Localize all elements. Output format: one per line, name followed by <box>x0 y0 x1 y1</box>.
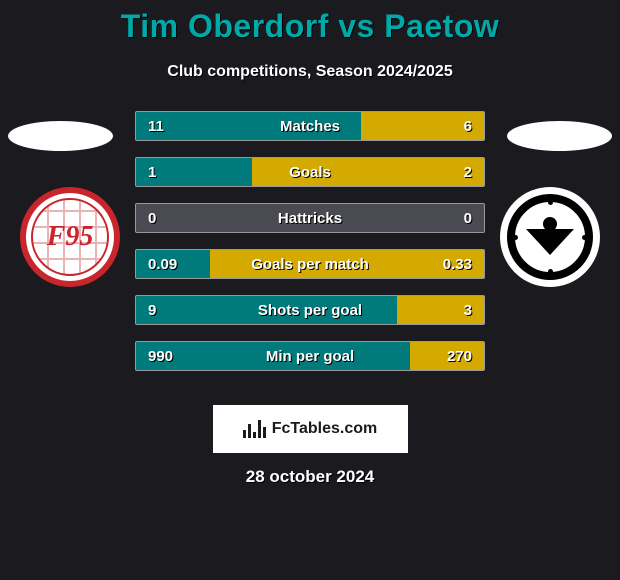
preussen-crest <box>500 187 600 287</box>
stat-bar: 1 2 Goals <box>135 157 485 187</box>
player-left-oval <box>8 121 113 151</box>
stat-bar: 9 3 Shots per goal <box>135 295 485 325</box>
stat-bar: 0.09 0.33 Goals per match <box>135 249 485 279</box>
stat-value-left: 9 <box>148 302 156 319</box>
bars-icon <box>243 420 266 438</box>
page-title: Tim Oberdorf vs Paetow <box>0 0 620 45</box>
stat-value-left: 0 <box>148 210 156 227</box>
stat-label: Matches <box>280 118 340 135</box>
stat-value-left: 990 <box>148 348 173 365</box>
stat-value-right: 6 <box>464 118 472 135</box>
player-right-oval <box>507 121 612 151</box>
stat-value-left: 11 <box>148 118 164 135</box>
fctables-text: FcTables.com <box>272 420 378 438</box>
stat-label: Hattricks <box>278 210 342 227</box>
stat-bars: 11 6 Matches 1 2 Goals 0 0 Hattricks 0.09 0.33 Goal… <box>135 111 485 387</box>
comparison-panel: F95 11 6 Matches 1 2 Goals 0 0 Hattricks 0.09 0.33… <box>0 111 620 381</box>
stat-value-right: 2 <box>464 164 472 181</box>
stat-label: Goals <box>289 164 331 181</box>
fortuna-crest-text: F95 <box>47 221 94 253</box>
fctables-badge[interactable]: FcTables.com <box>213 405 408 453</box>
stat-label: Shots per goal <box>258 302 362 319</box>
stat-value-right: 0 <box>464 210 472 227</box>
stat-bar: 11 6 Matches <box>135 111 485 141</box>
stat-label: Min per goal <box>266 348 354 365</box>
fortuna-crest: F95 <box>20 187 120 287</box>
stat-value-left: 1 <box>148 164 156 181</box>
stat-value-right: 3 <box>464 302 472 319</box>
stat-bar: 0 0 Hattricks <box>135 203 485 233</box>
subtitle: Club competitions, Season 2024/2025 <box>0 63 620 81</box>
stat-bar: 990 270 Min per goal <box>135 341 485 371</box>
stat-label: Goals per match <box>251 256 369 273</box>
stat-value-left: 0.09 <box>148 256 177 273</box>
eagle-icon <box>524 211 576 263</box>
stat-fill-right <box>252 158 484 186</box>
stat-value-right: 0.33 <box>443 256 472 273</box>
stat-value-right: 270 <box>447 348 472 365</box>
date-text: 28 october 2024 <box>0 467 620 487</box>
